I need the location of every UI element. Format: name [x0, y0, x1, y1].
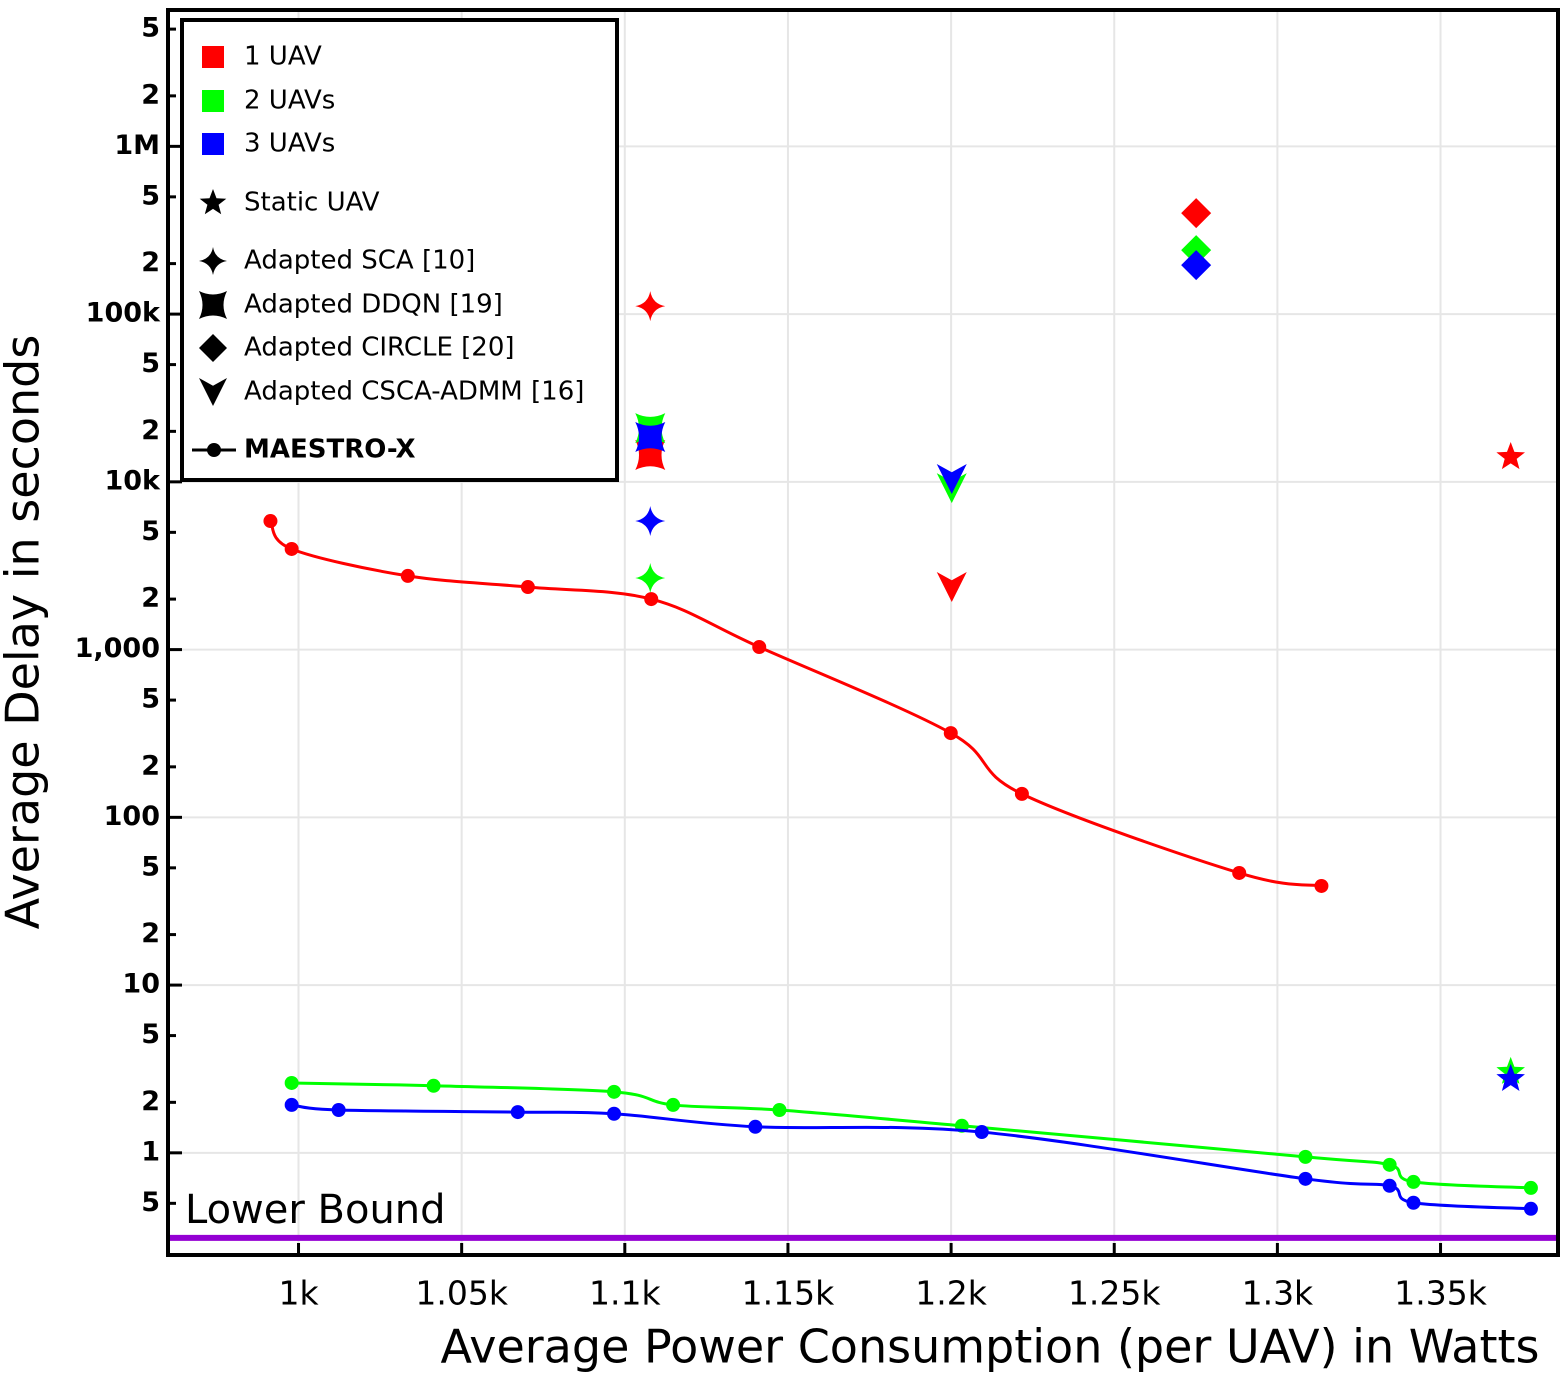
y-tick-label: 10 — [122, 969, 160, 1000]
marker — [1181, 198, 1212, 229]
y-tick-label: 2 — [141, 415, 160, 446]
plot-frame — [166, 8, 1560, 1257]
legend-label: Adapted SCA [10] — [244, 246, 475, 276]
point — [1298, 1149, 1313, 1164]
legend-swatch — [202, 133, 224, 155]
legend-label: 3 UAVs — [244, 129, 335, 159]
legend-label: Adapted CIRCLE [20] — [244, 333, 515, 363]
point — [752, 640, 767, 655]
lower-bound-label: Lower Bound — [185, 1187, 446, 1233]
y-tick-label: 2 — [141, 79, 160, 110]
x-tick-label: 1.05k — [415, 1274, 508, 1313]
marker — [635, 563, 666, 594]
point — [607, 1084, 622, 1099]
point — [284, 541, 299, 556]
point — [644, 592, 659, 607]
point — [1382, 1178, 1397, 1193]
x-tick-label: 1k — [278, 1274, 319, 1313]
legend-label: 2 UAVs — [244, 86, 335, 116]
point — [520, 580, 535, 595]
x-tick-label: 1.2k — [915, 1274, 987, 1313]
point — [1314, 878, 1329, 893]
legend-label: Adapted DDQN [19] — [244, 290, 503, 320]
point — [1298, 1171, 1313, 1186]
y-tick-label: 5 — [141, 13, 160, 44]
point — [510, 1105, 525, 1120]
legend-box — [180, 18, 619, 482]
x-axis-title: Average Power Consumption (per UAV) in W… — [440, 1320, 1539, 1374]
legend-label: Adapted CSCA-ADMM [16] — [244, 377, 584, 407]
point — [400, 568, 415, 583]
point — [1014, 786, 1029, 801]
x-tick-label: 1.3k — [1242, 1274, 1314, 1313]
y-tick-label: 5 — [141, 1187, 160, 1218]
legend-dot — [207, 443, 221, 457]
point — [284, 1075, 299, 1090]
point — [1523, 1201, 1538, 1216]
marker — [635, 506, 666, 537]
marker — [1181, 250, 1212, 281]
legend-label: MAESTRO-X — [244, 435, 416, 465]
y-tick-label: 2 — [141, 583, 160, 614]
y-tick-label: 5 — [141, 180, 160, 211]
y-tick-label: 100k — [86, 298, 161, 329]
point — [426, 1078, 441, 1093]
point — [772, 1103, 787, 1118]
legend-label: Static UAV — [244, 188, 380, 218]
point — [263, 514, 278, 529]
x-tick-label: 1.35k — [1394, 1274, 1487, 1313]
y-tick-label: 2 — [141, 918, 160, 949]
point — [1382, 1157, 1397, 1172]
y-tick-label: 5 — [141, 1019, 160, 1050]
y-tick-label: 5 — [141, 851, 160, 882]
x-tick-label: 1.25k — [1068, 1274, 1161, 1313]
legend-symbol — [199, 189, 227, 215]
marker — [936, 463, 967, 494]
y-tick-label: 5 — [141, 516, 160, 547]
legend-symbol — [199, 291, 227, 319]
legend-swatch — [202, 90, 224, 112]
series-line — [269, 520, 1322, 888]
y-tick-label: 10k — [104, 465, 161, 496]
x-tick-label: 1.1k — [589, 1274, 661, 1313]
point — [1406, 1195, 1421, 1210]
point — [748, 1119, 763, 1134]
y-axis-title: Average Delay in seconds — [0, 335, 50, 930]
y-tick-label: 2 — [141, 1086, 160, 1117]
y-tick-label: 1,000 — [75, 633, 160, 664]
point — [331, 1103, 346, 1118]
point — [1232, 865, 1247, 880]
y-tick-label: 1 — [141, 1136, 160, 1167]
marker — [635, 291, 666, 322]
legend-label: 1 UAV — [244, 42, 322, 72]
legend-swatch — [202, 46, 224, 68]
point — [607, 1106, 622, 1121]
y-tick-label: 5 — [141, 348, 160, 379]
legend-symbol — [199, 247, 227, 275]
x-tick-label: 1.15k — [742, 1274, 835, 1313]
point — [1523, 1180, 1538, 1195]
point — [666, 1097, 681, 1112]
legend-symbol — [199, 334, 227, 362]
legend-symbol — [199, 378, 227, 406]
point — [943, 726, 958, 741]
marker — [1496, 442, 1525, 470]
marker — [1496, 1063, 1525, 1091]
y-tick-label: 2 — [141, 247, 160, 278]
y-tick-label: 1M — [114, 130, 160, 161]
point — [974, 1125, 989, 1140]
marker — [635, 422, 666, 453]
y-tick-label: 100 — [104, 801, 160, 832]
point — [284, 1097, 299, 1112]
series-line — [291, 1081, 1531, 1190]
marker — [936, 572, 967, 603]
y-tick-label: 5 — [141, 684, 160, 715]
point — [1406, 1174, 1421, 1189]
y-tick-label: 2 — [141, 750, 160, 781]
